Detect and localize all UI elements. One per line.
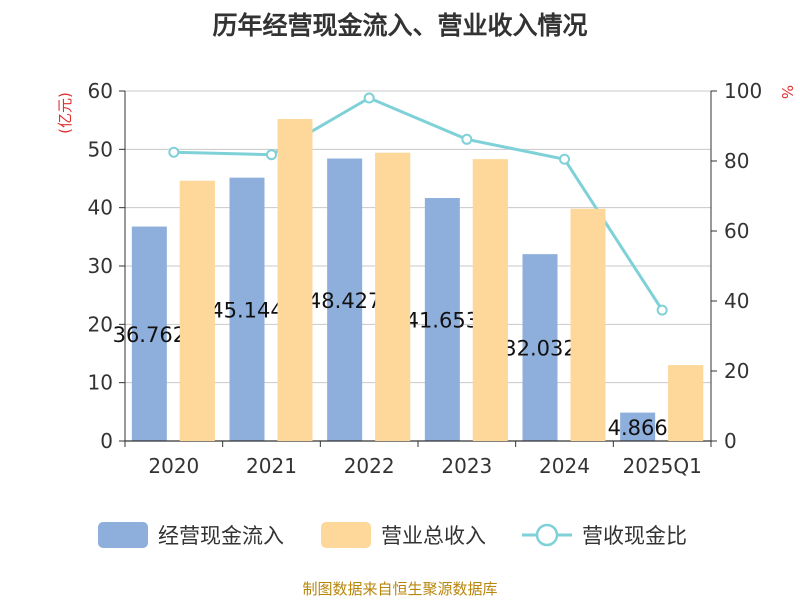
bar-data-label: 48.427 bbox=[308, 289, 381, 313]
left-tick-label: 40 bbox=[88, 196, 113, 220]
bar-data-label: 41.653 bbox=[406, 309, 479, 333]
left-tick-label: 50 bbox=[88, 137, 113, 161]
bar-cash-inflow bbox=[229, 177, 265, 441]
data-source: 制图数据来自恒生聚源数据库 bbox=[302, 580, 498, 598]
x-tick-label: 2024 bbox=[539, 454, 590, 478]
x-tick-label: 2025Q1 bbox=[622, 454, 701, 478]
x-tick-label: 2021 bbox=[246, 454, 297, 478]
axes: 0 10 20 30 40 50 60 0 20 40 60 80 100 (亿元)% 2020 2021 20… bbox=[56, 79, 796, 478]
left-tick-label: 60 bbox=[88, 79, 113, 103]
right-tick-label: 80 bbox=[724, 149, 749, 173]
bar-cash-inflow bbox=[131, 226, 167, 441]
ratio-line bbox=[168, 92, 668, 316]
legend-swatch-cash-inflow bbox=[98, 522, 148, 548]
left-unit-label: (亿元) bbox=[56, 92, 74, 134]
ratio-point bbox=[168, 146, 180, 158]
legend: 经营现金流入 营业总收入 营收现金比 bbox=[98, 522, 687, 548]
right-unit-label: % bbox=[778, 85, 796, 99]
bar-total-revenue-overlay bbox=[472, 159, 508, 441]
right-tick-label: 40 bbox=[724, 289, 749, 313]
ratio-point bbox=[656, 304, 668, 316]
bar-cash-inflow bbox=[522, 254, 558, 441]
bar-total-revenue-overlay bbox=[668, 365, 704, 441]
bar-total-revenue-overlay bbox=[375, 152, 411, 442]
bar-total-revenue-overlay bbox=[277, 119, 313, 441]
bar-data-label: 4.866 bbox=[608, 416, 668, 440]
bar-total-revenue-overlay bbox=[570, 208, 606, 441]
bar-cash-inflow bbox=[620, 412, 656, 441]
chart-title: 历年经营现金流入、营业收入情况 bbox=[212, 11, 588, 40]
bar-data-label: 36.762 bbox=[113, 323, 186, 347]
right-tick-label: 100 bbox=[724, 79, 762, 103]
bar-labels: 36.762 45.144 48.427 41.653 32.032 4.866 bbox=[113, 119, 704, 442]
bars bbox=[131, 119, 704, 442]
right-tick-label: 60 bbox=[724, 219, 749, 243]
legend-label-cash-inflow: 经营现金流入 bbox=[158, 524, 284, 548]
ratio-point bbox=[461, 133, 473, 145]
bar-cash-inflow bbox=[327, 158, 363, 442]
bar-cash-inflow bbox=[424, 198, 460, 441]
legend-swatch-total-revenue bbox=[321, 522, 371, 548]
ratio-line-path bbox=[173, 96, 664, 311]
bar-data-label: 32.032 bbox=[503, 337, 576, 361]
left-tick-label: 20 bbox=[88, 312, 113, 336]
grid-lines bbox=[125, 90, 711, 384]
legend-marker-ratio bbox=[535, 523, 559, 547]
right-tick-label: 0 bbox=[724, 429, 737, 453]
left-tick-label: 30 bbox=[88, 254, 113, 278]
x-tick-label: 2023 bbox=[441, 454, 492, 478]
left-tick-label: 10 bbox=[88, 371, 113, 395]
bar-total-revenue-overlay bbox=[179, 180, 215, 442]
x-tick-label: 2022 bbox=[344, 454, 395, 478]
ratio-point bbox=[266, 149, 277, 161]
ratio-point bbox=[363, 92, 375, 104]
right-tick-label: 20 bbox=[724, 359, 749, 383]
legend-label-ratio: 营收现金比 bbox=[582, 524, 687, 548]
bar-data-label: 45.144 bbox=[210, 298, 283, 322]
x-tick-label: 2020 bbox=[148, 454, 199, 478]
ratio-point bbox=[559, 153, 570, 165]
left-tick-label: 0 bbox=[100, 429, 113, 453]
legend-label-total-revenue: 营业总收入 bbox=[381, 524, 486, 548]
